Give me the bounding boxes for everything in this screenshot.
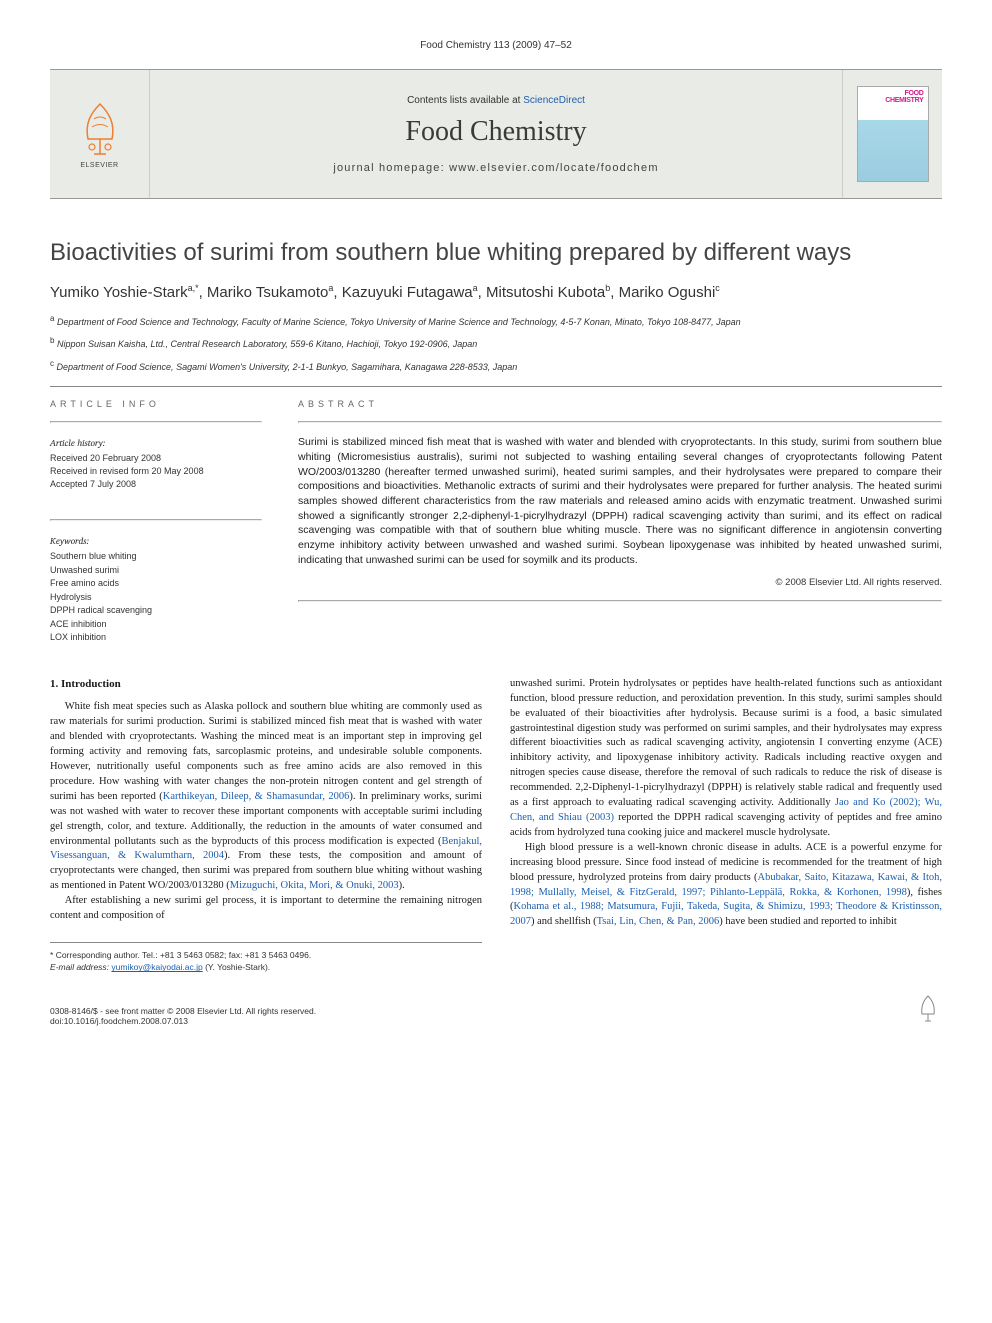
contents-prefix: Contents lists available at	[407, 95, 523, 106]
section-1-heading: 1. Introduction	[50, 677, 482, 693]
body-two-column: 1. Introduction White fish meat species …	[50, 677, 942, 974]
citation-link[interactable]: Mizuguchi, Okita, Mori, & Onuki, 2003	[230, 880, 399, 891]
cover-text-top: FOODCHEMISTRY	[858, 87, 928, 104]
keyword: Southern blue whiting	[50, 550, 262, 564]
divider	[298, 421, 942, 423]
body-paragraph: White fish meat species such as Alaska p…	[50, 700, 482, 894]
article-title: Bioactivities of surimi from southern bl…	[50, 239, 942, 267]
corresponding-author-footnote: * Corresponding author. Tel.: +81 3 5463…	[50, 942, 482, 974]
homepage-prefix: journal homepage:	[333, 162, 449, 174]
keyword: Hydrolysis	[50, 591, 262, 605]
history-label: Article history:	[50, 435, 262, 450]
keyword: Unwashed surimi	[50, 564, 262, 578]
abstract-text: Surimi is stabilized minced fish meat th…	[298, 435, 942, 567]
keyword: LOX inhibition	[50, 631, 262, 645]
received-date: Received 20 February 2008	[50, 452, 262, 465]
contents-available-line: Contents lists available at ScienceDirec…	[407, 95, 585, 106]
affiliation: a Department of Food Science and Technol…	[50, 313, 942, 329]
footer-right	[914, 994, 942, 1026]
homepage-url: www.elsevier.com/locate/foodchem	[449, 162, 659, 174]
elsevier-tree-icon	[70, 99, 130, 159]
body-paragraph: High blood pressure is a well-known chro…	[510, 841, 942, 930]
left-column: 1. Introduction White fish meat species …	[50, 677, 482, 974]
corresponding-email-link[interactable]: yumikoy@kaiyodai.ac.jp	[111, 962, 202, 972]
right-column: unwashed surimi. Protein hydrolysates or…	[510, 677, 942, 974]
body-paragraph: After establishing a new surimi gel proc…	[50, 894, 482, 924]
divider	[298, 600, 942, 602]
front-matter-line: 0308-8146/$ - see front matter © 2008 El…	[50, 1006, 316, 1016]
sciencedirect-link[interactable]: ScienceDirect	[523, 95, 585, 106]
publisher-logo-box: ELSEVIER	[50, 70, 150, 198]
abstract-column: ABSTRACT Surimi is stabilized minced fis…	[298, 399, 942, 645]
divider	[50, 386, 942, 387]
keywords-label: Keywords:	[50, 533, 262, 548]
elsevier-small-tree-icon	[914, 994, 942, 1024]
citation-link[interactable]: Tsai, Lin, Chen, & Pan, 2006	[597, 916, 720, 927]
abstract-copyright: © 2008 Elsevier Ltd. All rights reserved…	[298, 577, 942, 588]
author-list: Yumiko Yoshie-Starka,*, Mariko Tsukamoto…	[50, 283, 942, 301]
doi-line: doi:10.1016/j.foodchem.2008.07.013	[50, 1016, 316, 1026]
running-header: Food Chemistry 113 (2009) 47–52	[50, 40, 942, 51]
keyword: ACE inhibition	[50, 618, 262, 632]
masthead-center: Contents lists available at ScienceDirec…	[150, 70, 842, 198]
article-info-heading: ARTICLE INFO	[50, 399, 262, 409]
footer-left: 0308-8146/$ - see front matter © 2008 El…	[50, 1006, 316, 1026]
cover-thumb-box: FOODCHEMISTRY	[842, 70, 942, 198]
journal-cover-thumbnail: FOODCHEMISTRY	[857, 86, 929, 182]
elsevier-logo: ELSEVIER	[65, 94, 135, 174]
publisher-name: ELSEVIER	[80, 162, 118, 169]
journal-name: Food Chemistry	[405, 116, 586, 148]
body-paragraph: unwashed surimi. Protein hydrolysates or…	[510, 677, 942, 841]
accepted-date: Accepted 7 July 2008	[50, 478, 262, 491]
article-meta-row: ARTICLE INFO Article history: Received 2…	[50, 399, 942, 645]
journal-masthead: ELSEVIER Contents lists available at Sci…	[50, 69, 942, 199]
article-info-column: ARTICLE INFO Article history: Received 2…	[50, 399, 262, 645]
divider	[50, 421, 262, 423]
citation-link[interactable]: Karthikeyan, Dileep, & Shamasundar, 2006	[163, 791, 350, 802]
divider	[50, 519, 262, 521]
affiliation: b Nippon Suisan Kaisha, Ltd., Central Re…	[50, 335, 942, 351]
revised-date: Received in revised form 20 May 2008	[50, 465, 262, 478]
affiliation: c Department of Food Science, Sagami Wom…	[50, 358, 942, 374]
page-footer: 0308-8146/$ - see front matter © 2008 El…	[50, 994, 942, 1026]
journal-homepage-line: journal homepage: www.elsevier.com/locat…	[333, 162, 658, 174]
abstract-heading: ABSTRACT	[298, 399, 942, 409]
keyword: Free amino acids	[50, 577, 262, 591]
keyword: DPPH radical scavenging	[50, 604, 262, 618]
